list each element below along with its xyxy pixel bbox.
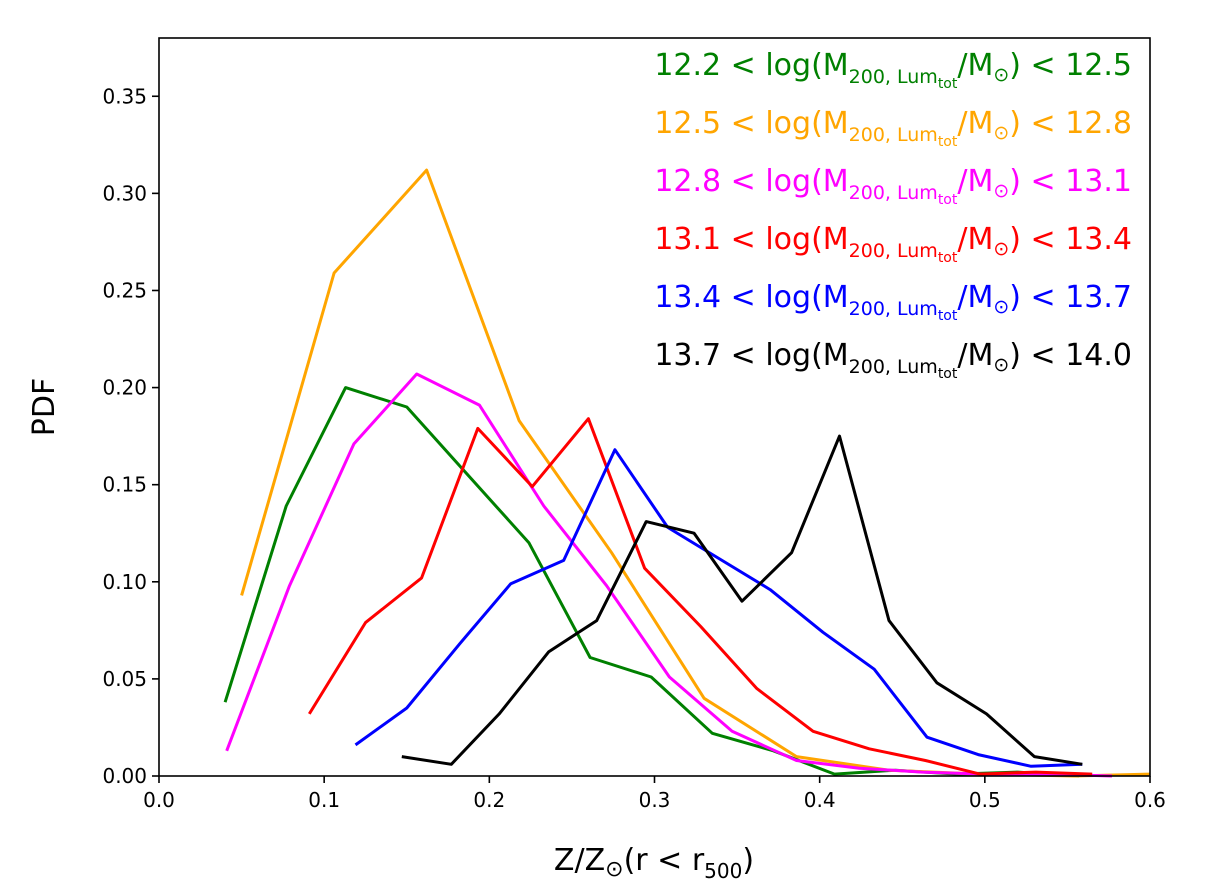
legend-text-part: ⊙ bbox=[993, 64, 1009, 86]
legend-text-part: 200, Lum bbox=[849, 356, 938, 378]
legend-entry-13.7-14.0: 13.7 < log(M200, Lumtot/M⊙) < 14.0 bbox=[654, 338, 1132, 382]
y-tick-label: 0.00 bbox=[102, 764, 147, 788]
x-tick-label: 0.2 bbox=[473, 788, 505, 812]
series-line-12.8-13.1 bbox=[225, 372, 1113, 778]
legend-text-part: 13.7 bbox=[1065, 280, 1132, 315]
legend-text-part: 12.2 bbox=[654, 48, 721, 83]
legend-text-part: 13.4 bbox=[654, 280, 721, 315]
legend-text-part: 13.1 bbox=[1065, 164, 1132, 199]
legend-text-part: /M bbox=[957, 222, 993, 257]
legend-text-part: /M bbox=[957, 338, 993, 373]
series-layer bbox=[223, 168, 1151, 778]
legend-text-part: tot bbox=[938, 134, 958, 150]
legend-text-part: ) < bbox=[1009, 164, 1065, 199]
legend-text-part: 200, Lum bbox=[849, 66, 938, 88]
series-line-13.4-13.7 bbox=[354, 448, 1083, 768]
legend-text-part: ⊙ bbox=[993, 180, 1009, 202]
x-label-sub: 500 bbox=[704, 859, 742, 880]
legend-text-part: 200, Lum bbox=[849, 124, 938, 146]
legend-text-part: ⊙ bbox=[993, 238, 1009, 260]
legend-text-part: ⊙ bbox=[993, 296, 1009, 318]
legend-text-part: 12.8 bbox=[1065, 106, 1132, 141]
legend-entry-13.4-13.7: 13.4 < log(M200, Lumtot/M⊙) < 13.7 bbox=[654, 280, 1132, 324]
legend-text-part: 13.7 bbox=[654, 338, 721, 373]
x-label-paren: (r < r bbox=[624, 843, 705, 878]
y-tick-label: 0.05 bbox=[102, 667, 147, 691]
legend-text-part: tot bbox=[938, 250, 958, 266]
legend-text-part: ) < bbox=[1009, 106, 1065, 141]
y-tick-label: 0.35 bbox=[102, 84, 147, 108]
x-tick-label: 0.4 bbox=[804, 788, 836, 812]
legend-text-part: < log(M bbox=[721, 106, 849, 141]
legend-text-part: /M bbox=[957, 48, 993, 83]
legend-text-part: ) < bbox=[1009, 280, 1065, 315]
legend: 12.2 < log(M200, Lumtot/M⊙) < 12.512.5 <… bbox=[654, 48, 1132, 382]
legend-text-part: < log(M bbox=[721, 164, 849, 199]
legend-text-part: 200, Lum bbox=[849, 182, 938, 204]
series-line-13.1-13.4 bbox=[308, 417, 1093, 776]
legend-text-part: 13.4 bbox=[1065, 222, 1132, 257]
x-tick-label: 0.5 bbox=[969, 788, 1001, 812]
x-tick-label: 0.1 bbox=[308, 788, 340, 812]
legend-text-part: ) < bbox=[1009, 338, 1065, 373]
legend-text-part: < log(M bbox=[721, 48, 849, 83]
legend-text-part: tot bbox=[938, 76, 958, 92]
legend-text-part: tot bbox=[938, 308, 958, 324]
legend-text-part: /M bbox=[957, 106, 993, 141]
legend-entry-12.8-13.1: 12.8 < log(M200, Lumtot/M⊙) < 13.1 bbox=[654, 164, 1132, 208]
legend-text-part: /M bbox=[957, 280, 993, 315]
x-tick-label: 0.0 bbox=[143, 788, 175, 812]
legend-text-part: 200, Lum bbox=[849, 298, 938, 320]
legend-text-part: 200, Lum bbox=[849, 240, 938, 262]
x-axis: 0.0 0.1 0.2 0.3 0.4 0.5 0.6 bbox=[143, 776, 1166, 812]
legend-text-part: /M bbox=[957, 164, 993, 199]
legend-text-part: ) < bbox=[1009, 48, 1065, 83]
legend-text-part: 12.5 bbox=[654, 106, 721, 141]
x-label-close: ) bbox=[742, 843, 754, 878]
y-tick-label: 0.15 bbox=[102, 473, 147, 497]
y-axis-label: PDF bbox=[27, 378, 62, 436]
legend-text-part: ) < bbox=[1009, 222, 1065, 257]
legend-text-part: ⊙ bbox=[993, 122, 1009, 144]
x-tick-label: 0.3 bbox=[639, 788, 671, 812]
x-label-sun-symbol: ⊙ bbox=[605, 857, 623, 880]
legend-text-part: < log(M bbox=[721, 222, 849, 257]
legend-text-part: tot bbox=[938, 192, 958, 208]
legend-text-part: 14.0 bbox=[1065, 338, 1132, 373]
y-tick-label: 0.25 bbox=[102, 278, 147, 302]
y-tick-label: 0.10 bbox=[102, 570, 147, 594]
x-axis-label: Z/Z⊙(r < r500) bbox=[554, 843, 754, 880]
legend-text-part: 12.8 bbox=[654, 164, 721, 199]
x-label-main: Z/Z bbox=[554, 843, 605, 878]
legend-text-part: < log(M bbox=[721, 280, 849, 315]
legend-text-part: 12.5 bbox=[1065, 48, 1132, 83]
legend-text-part: < log(M bbox=[721, 338, 849, 373]
legend-entry-12.5-12.8: 12.5 < log(M200, Lumtot/M⊙) < 12.8 bbox=[654, 106, 1132, 150]
y-axis: 0.00 0.05 0.10 0.15 0.20 0.25 0.30 0.35 bbox=[102, 84, 159, 788]
legend-text-part: ⊙ bbox=[993, 354, 1009, 376]
legend-text-part: 13.1 bbox=[654, 222, 721, 257]
x-tick-label: 0.6 bbox=[1134, 788, 1166, 812]
legend-entry-12.2-12.5: 12.2 < log(M200, Lumtot/M⊙) < 12.5 bbox=[654, 48, 1132, 92]
plot-background bbox=[159, 38, 1150, 776]
series-line-13.7-14.0 bbox=[401, 434, 1083, 766]
y-tick-label: 0.30 bbox=[102, 181, 147, 205]
legend-entry-13.1-13.4: 13.1 < log(M200, Lumtot/M⊙) < 13.4 bbox=[654, 222, 1132, 266]
y-tick-label: 0.20 bbox=[102, 376, 147, 400]
legend-text-part: tot bbox=[938, 366, 958, 382]
